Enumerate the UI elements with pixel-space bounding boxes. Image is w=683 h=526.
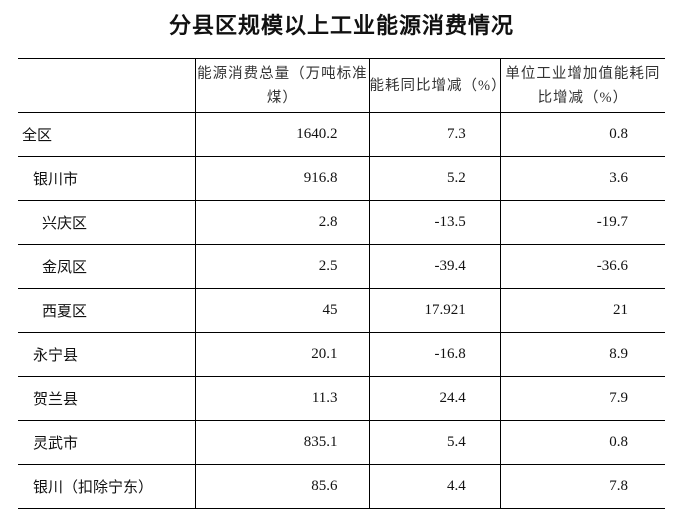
region-cell: 银川市 [18, 156, 196, 201]
change-cell: -16.8 [368, 332, 501, 377]
change-cell: 5.4 [368, 420, 501, 465]
table-row: 银川市 916.8 5.2 3.6 [18, 156, 665, 201]
table-row: 金凤区 2.5 -39.4 -36.6 [18, 244, 665, 289]
table-row: 灵武市 835.1 5.4 0.8 [18, 420, 665, 465]
unit-change-cell: -19.7 [499, 200, 665, 245]
unit-change-cell: 8.9 [499, 332, 665, 377]
change-cell: -39.4 [368, 244, 501, 289]
unit-change-cell: 3.6 [499, 156, 665, 201]
region-cell: 银川（扣除宁东） [18, 464, 196, 509]
table-row: 西夏区 45 17.921 21 [18, 288, 665, 333]
change-cell: -13.5 [368, 200, 501, 245]
unit-change-cell: 0.8 [499, 112, 665, 157]
region-cell: 兴庆区 [18, 200, 196, 245]
region-cell: 永宁县 [18, 332, 196, 377]
region-cell: 贺兰县 [18, 376, 196, 421]
table-row: 永宁县 20.1 -16.8 8.9 [18, 332, 665, 377]
header-row: 能源消费总量（万吨标准煤） 能耗同比增减（%） 单位工业增加值能耗同比增减（%） [18, 58, 665, 113]
unit-change-cell: 7.9 [499, 376, 665, 421]
change-cell: 5.2 [368, 156, 501, 201]
total-cell: 2.5 [195, 244, 370, 289]
energy-table: 能源消费总量（万吨标准煤） 能耗同比增减（%） 单位工业增加值能耗同比增减（%）… [18, 58, 665, 509]
region-cell: 西夏区 [18, 288, 196, 333]
total-cell: 1640.2 [195, 112, 370, 157]
unit-change-cell: 7.8 [499, 464, 665, 509]
total-cell: 11.3 [195, 376, 370, 421]
header-region [18, 58, 196, 113]
change-cell: 7.3 [368, 112, 501, 157]
total-cell: 2.8 [195, 200, 370, 245]
table-row: 贺兰县 11.3 24.4 7.9 [18, 376, 665, 421]
region-cell: 金凤区 [18, 244, 196, 289]
header-total: 能源消费总量（万吨标准煤） [195, 58, 370, 113]
change-cell: 4.4 [368, 464, 501, 509]
region-cell: 灵武市 [18, 420, 196, 465]
header-change: 能耗同比增减（%） [368, 58, 506, 113]
header-unit-change: 单位工业增加值能耗同比增减（%） [499, 58, 665, 113]
table-row: 兴庆区 2.8 -13.5 -19.7 [18, 200, 665, 245]
unit-change-cell: 0.8 [499, 420, 665, 465]
unit-change-cell: -36.6 [499, 244, 665, 289]
total-cell: 916.8 [195, 156, 370, 201]
change-cell: 24.4 [368, 376, 501, 421]
change-cell: 17.921 [368, 288, 501, 333]
page-title: 分县区规模以上工业能源消费情况 [168, 14, 514, 39]
table-row: 银川（扣除宁东） 85.6 4.4 7.8 [18, 464, 665, 509]
total-cell: 835.1 [195, 420, 370, 465]
table-row: 全区 1640.2 7.3 0.8 [18, 112, 665, 157]
region-cell: 全区 [18, 112, 196, 157]
unit-change-cell: 21 [499, 288, 665, 333]
total-cell: 20.1 [195, 332, 370, 377]
total-cell: 85.6 [195, 464, 370, 509]
total-cell: 45 [195, 288, 370, 333]
